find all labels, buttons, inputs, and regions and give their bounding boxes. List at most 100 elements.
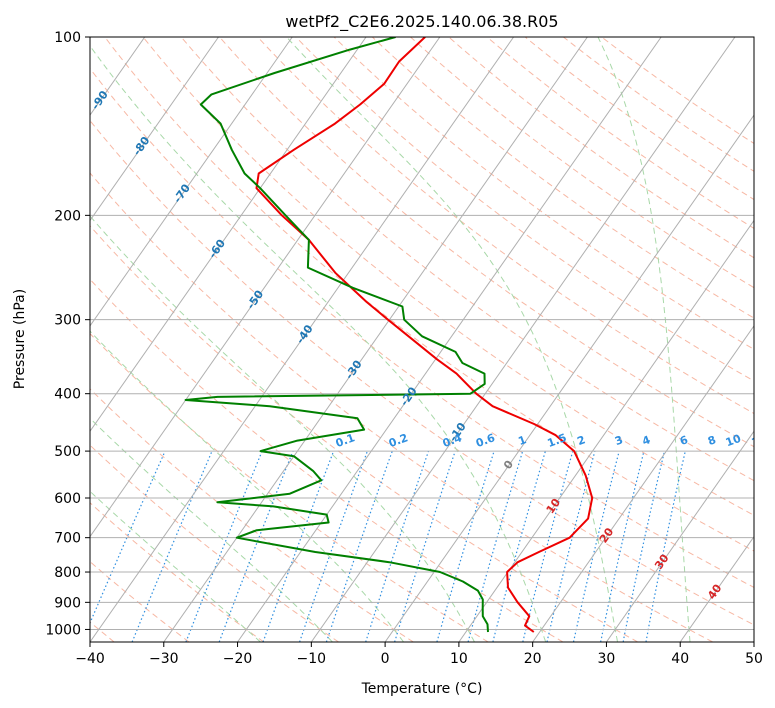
mixing-ratio-line: [185, 450, 263, 642]
dry-adiabats: [90, 37, 754, 642]
y-tick-label: 800: [54, 565, 81, 581]
mixing-ratio-label: 1.5: [546, 431, 569, 450]
dry-adiabat-line: [90, 225, 639, 642]
mixing-ratio-line: [600, 450, 645, 642]
dry-adiabat-line: [90, 278, 564, 642]
x-axis: −40 −30 −20 −10 0 10 20 30 40 50: [75, 642, 763, 667]
moist-adiabat-line: [90, 215, 475, 642]
dry-adiabat-line: [90, 119, 754, 626]
dry-adiabat-line: [601, 37, 754, 145]
mixing-ratio-line: [90, 450, 166, 625]
x-tick-label: 40: [671, 651, 689, 667]
dry-adiabat-line: [90, 332, 489, 642]
moist-adiabat-line: [90, 417, 333, 642]
moist-adiabat-line: [90, 45, 547, 642]
dry-adiabat-line: [295, 37, 754, 382]
isotherm-line: [0, 37, 71, 642]
dry-adiabat-line: [524, 37, 754, 201]
y-tick-label: 500: [54, 444, 81, 460]
isotherm-label: -100: [37, 51, 64, 81]
isotherm-line: [458, 219, 754, 642]
mixing-ratio-line: [492, 450, 546, 642]
isotherm-label: -80: [130, 134, 152, 158]
y-tick-label: 900: [54, 595, 81, 611]
moist-adiabat-line: [90, 330, 404, 642]
dry-adiabat-line: [371, 37, 754, 319]
x-tick-label: 0: [381, 651, 390, 667]
mixing-ratio-label: 3: [613, 433, 625, 448]
mixing-ratio-label: 13: [750, 432, 769, 449]
mixing-ratio-label: 6: [678, 433, 690, 448]
mixing-ratio-lines: [90, 450, 686, 642]
x-tick-label: −10: [297, 651, 327, 667]
isotherm-line: [384, 114, 754, 642]
isotherm-line: [90, 37, 515, 642]
isotherm-label: 30: [652, 552, 672, 572]
plot-frame: [89, 36, 755, 643]
mixing-ratio-label: 8: [706, 433, 718, 448]
y-axis-label: Pressure (hPa): [12, 289, 28, 389]
x-tick-label: −30: [149, 651, 179, 667]
dry-adiabat-line: [104, 37, 754, 552]
isotherm-label: -60: [206, 237, 228, 261]
isotherm-line: [237, 37, 662, 642]
y-tick-label: 100: [54, 30, 81, 46]
mixing-ratio-line: [645, 450, 686, 642]
isotherm-label: 40: [705, 582, 725, 602]
isotherm-line: [90, 37, 367, 433]
mixing-ratio-label: 4: [640, 433, 652, 448]
dry-adiabat-line: [180, 37, 754, 482]
moist-adiabat-line: [286, 37, 618, 642]
profile-series: [184, 37, 594, 633]
isotherm-line: [532, 325, 754, 642]
y-tick-label: 400: [54, 387, 81, 403]
mixing-ratio-line: [467, 450, 524, 642]
isotherm-line: [90, 37, 441, 538]
dry-adiabat-line: [90, 172, 713, 642]
mixing-ratio-line: [522, 450, 574, 642]
dry-adiabat-line: [448, 37, 754, 259]
pressure-gridlines: [90, 37, 754, 630]
mixing-ratio-label: 0.6: [474, 431, 497, 450]
mixing-ratio-line: [299, 450, 368, 642]
dry-adiabat-line: [333, 37, 754, 350]
moist-adiabat-line: [597, 37, 691, 642]
isotherm-line: [753, 641, 754, 642]
dry-adiabat-line: [142, 37, 754, 516]
isotherm-line: [90, 37, 219, 222]
mixing-ratio-line: [131, 450, 213, 642]
dry-adiabat-line: [410, 37, 754, 289]
mixing-ratio-line: [262, 450, 335, 642]
mixing-ratio-line: [436, 450, 495, 642]
moist-adiabat-line: [90, 490, 261, 642]
isotherm-line: [310, 37, 736, 642]
x-axis-label: Temperature (°C): [361, 681, 483, 697]
dry-adiabat-line: [257, 37, 754, 415]
dry-adiabat-line: [563, 37, 754, 172]
moist-adiabats: [90, 37, 691, 642]
dry-adiabat-line: [90, 502, 265, 642]
isotherm-label: -30: [343, 358, 365, 382]
isotherm-line: [606, 430, 754, 642]
plot-area: -100-90-80-70-60-50-40-30-20-10010203040…: [0, 37, 769, 642]
temperature-line: [255, 37, 594, 633]
x-tick-label: 50: [745, 651, 763, 667]
mixing-ratio-label: 1: [516, 433, 528, 448]
isotherm-label: -50: [244, 288, 266, 312]
isotherm-line: [90, 37, 293, 327]
mixing-ratio-label: 10: [724, 432, 743, 450]
isotherm-label: 0: [501, 458, 516, 472]
mixing-ratio-line: [546, 450, 596, 642]
mixing-ratio-label: 0.4: [441, 431, 464, 450]
isotherm-label: -20: [398, 384, 420, 408]
dry-adiabat-line: [90, 560, 190, 642]
dry-adiabat-line: [90, 444, 339, 642]
y-tick-label: 200: [54, 208, 81, 224]
mixing-ratio-label: 2: [576, 433, 588, 448]
isotherm-label: 10: [544, 496, 564, 516]
mixing-ratio-line: [218, 450, 294, 642]
y-tick-label: 1000: [45, 622, 81, 638]
x-tick-label: 10: [450, 651, 468, 667]
x-tick-label: 30: [598, 651, 616, 667]
